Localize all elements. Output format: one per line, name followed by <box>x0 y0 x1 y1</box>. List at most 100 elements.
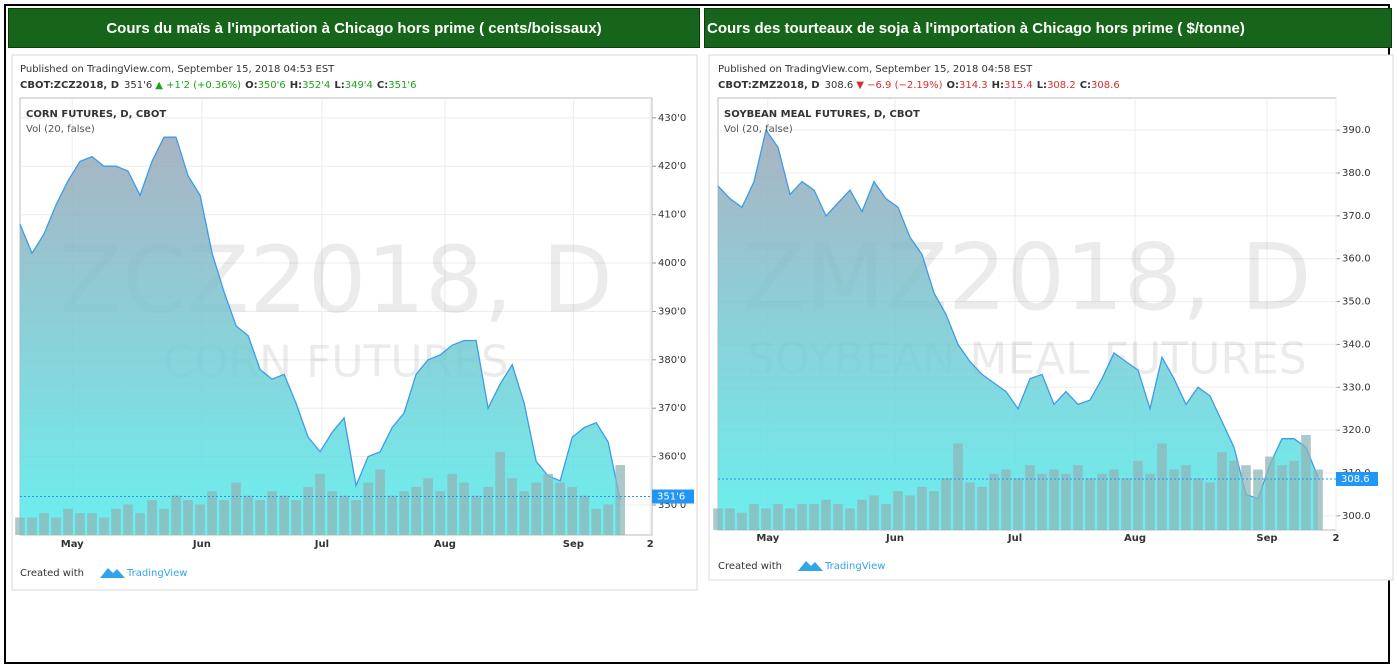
volume-bar <box>1025 465 1035 530</box>
y-tick-label: 390'0 <box>658 306 686 317</box>
volume-bar <box>39 513 49 535</box>
volume-bar <box>1133 460 1143 530</box>
y-tick-label: 350.0 <box>1342 297 1371 308</box>
ohlc-value: 350'6 <box>258 80 286 91</box>
volume-bar <box>1265 456 1275 530</box>
volume-bar <box>833 504 843 530</box>
volume-bar <box>1085 478 1095 530</box>
volume-bar <box>375 469 385 535</box>
volume-bar <box>869 495 879 530</box>
volume-bar <box>387 495 397 535</box>
x-tick-label: May <box>61 539 84 550</box>
y-tick-label: 380.0 <box>1342 168 1371 179</box>
volume-bar <box>1097 473 1107 530</box>
x-tick-label: May <box>756 533 779 544</box>
volume-bar <box>183 500 193 535</box>
volume-bar <box>1181 465 1191 530</box>
ohlc-label: O: <box>947 80 960 91</box>
volume-bar <box>231 482 241 535</box>
volume-bar <box>1157 443 1167 530</box>
quote-last: 308.6 <box>825 80 854 91</box>
tradingview-logo <box>100 568 125 578</box>
volume-bar <box>135 513 145 535</box>
volume-bar <box>737 512 747 530</box>
quote-change: ▲ +1'2 (+0.36%) <box>155 80 241 91</box>
volume-bar <box>75 513 85 535</box>
volume-bar <box>1241 465 1251 530</box>
volume-bar <box>893 491 903 530</box>
volume-bar <box>1013 478 1023 530</box>
last-price-box <box>1336 472 1378 486</box>
volume-bar <box>1253 469 1263 530</box>
y-tick-label: 300.0 <box>1342 511 1371 522</box>
volume-bar <box>495 451 505 535</box>
volume-bar <box>243 495 253 535</box>
volume-bar <box>351 500 361 535</box>
volume-bar <box>483 486 493 535</box>
volume-bar <box>1301 434 1311 530</box>
volume-bar <box>339 495 349 535</box>
ohlc-label: L: <box>1037 80 1047 91</box>
quote-symbol: CBOT:ZCZ2018, D <box>20 80 119 91</box>
volume-bar <box>411 486 421 535</box>
volume-bar <box>785 508 795 530</box>
volume-bar <box>1109 469 1119 530</box>
ohlc-label: H: <box>992 80 1004 91</box>
volume-bar <box>507 478 517 535</box>
price-line <box>19 136 621 501</box>
volume-bar <box>267 491 277 535</box>
volume-bar <box>459 482 469 535</box>
panel-title: Cours du maïs à l'importation à Chicago … <box>8 8 700 48</box>
symbol-label: CORN FUTURES, D, CBOT <box>26 109 166 120</box>
quote-line: CBOT:ZMZ2018, D 308.6 ▼ −6.9 (−2.19%) O:314… <box>718 80 1120 91</box>
volume-bar <box>15 517 25 535</box>
volume-bar <box>327 491 337 535</box>
volume-bar <box>1001 469 1011 530</box>
volume-bar <box>531 482 541 535</box>
volume-bar <box>1169 469 1179 530</box>
y-tick-label: 360'0 <box>658 452 686 463</box>
y-tick-label: 370'0 <box>658 403 686 414</box>
volume-bar <box>845 508 855 530</box>
volume-bar <box>989 473 999 530</box>
volume-bar <box>111 508 121 535</box>
indicator-label: Vol (20, false) <box>724 124 793 135</box>
volume-bar <box>171 495 181 535</box>
volume-bar <box>941 478 951 530</box>
volume-bar <box>713 508 723 530</box>
volume-bar <box>809 504 819 530</box>
volume-bar <box>27 517 37 535</box>
volume-bar <box>87 513 97 535</box>
quote-symbol: CBOT:ZMZ2018, D <box>718 80 820 91</box>
x-tick-label: Aug <box>1124 533 1146 544</box>
footer-brand: TradingView <box>126 568 187 579</box>
volume-bar <box>615 465 625 535</box>
volume-bar <box>315 473 325 535</box>
volume-bar <box>749 504 759 530</box>
last-price-label: 308.6 <box>1341 474 1370 485</box>
volume-bar <box>279 495 289 535</box>
x-tick-label: Jun <box>885 533 904 544</box>
volume-bar <box>543 473 553 535</box>
volume-bar <box>423 478 433 535</box>
ohlc-label: O: <box>245 80 258 91</box>
y-tick-label: 370.0 <box>1342 211 1371 222</box>
ohlc-value: 308.6 <box>1091 80 1120 91</box>
x-tick-label: Jun <box>192 539 211 550</box>
published-note: Published on TradingView.com, September … <box>20 64 335 75</box>
volume-bar <box>519 491 529 535</box>
volume-bar <box>591 508 601 535</box>
volume-bar <box>447 473 457 535</box>
x-tick-label: Sep <box>1256 533 1277 544</box>
quote-last: 351'6 <box>124 80 152 91</box>
volume-bar <box>63 508 73 535</box>
volume-bar <box>1193 478 1203 530</box>
volume-bar <box>603 504 613 535</box>
volume-bar <box>303 486 313 535</box>
ohlc-label: C: <box>1080 80 1091 91</box>
volume-bar <box>797 504 807 530</box>
x-tick-label: Sep <box>563 539 584 550</box>
y-tick-label: 320.0 <box>1342 425 1371 436</box>
volume-bar <box>555 482 565 535</box>
volume-bar <box>435 491 445 535</box>
